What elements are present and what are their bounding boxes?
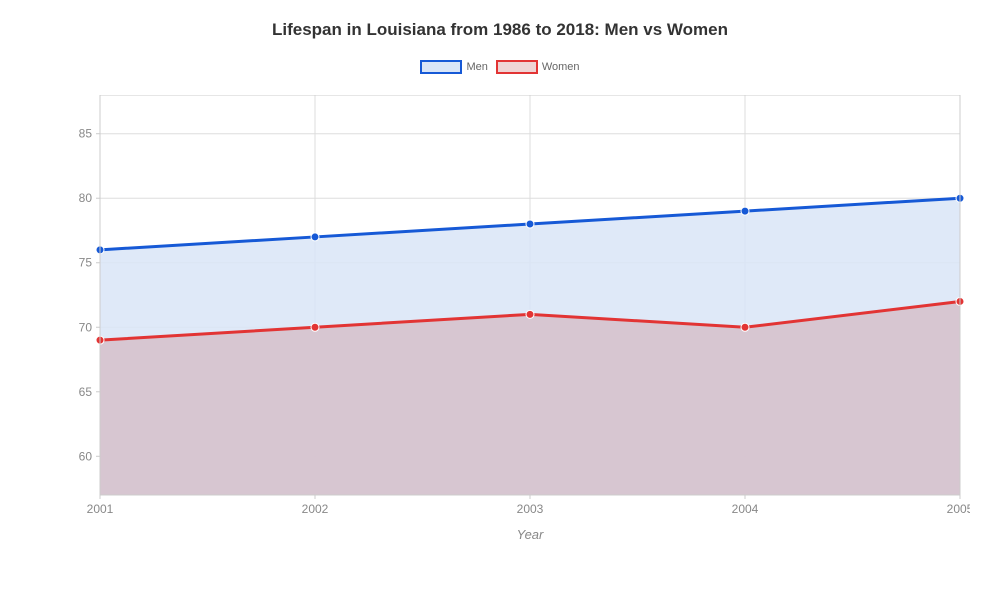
legend-item-women[interactable]: Women (496, 60, 580, 74)
svg-text:Year: Year (517, 527, 544, 542)
svg-text:75: 75 (79, 256, 93, 270)
svg-text:2005: 2005 (947, 502, 970, 516)
legend-label-men: Men (466, 61, 487, 73)
legend-label-women: Women (542, 61, 580, 73)
svg-text:70: 70 (79, 320, 93, 334)
legend-swatch-women (496, 60, 538, 74)
svg-text:85: 85 (79, 127, 93, 141)
chart-container: Lifespan in Louisiana from 1986 to 2018:… (0, 0, 1000, 600)
svg-text:60: 60 (79, 449, 93, 463)
svg-text:65: 65 (79, 385, 93, 399)
legend: Men Women (0, 60, 1000, 74)
svg-text:80: 80 (79, 191, 93, 205)
svg-text:2001: 2001 (87, 502, 114, 516)
chart-title: Lifespan in Louisiana from 1986 to 2018:… (0, 0, 1000, 40)
legend-item-men[interactable]: Men (420, 60, 487, 74)
svg-text:2002: 2002 (302, 502, 329, 516)
svg-text:2003: 2003 (517, 502, 544, 516)
plot-svg: 60657075808520012002200320042005YearAge (70, 95, 970, 585)
legend-swatch-men (420, 60, 462, 74)
plot-area: 60657075808520012002200320042005YearAge (70, 95, 970, 525)
svg-text:2004: 2004 (732, 502, 759, 516)
